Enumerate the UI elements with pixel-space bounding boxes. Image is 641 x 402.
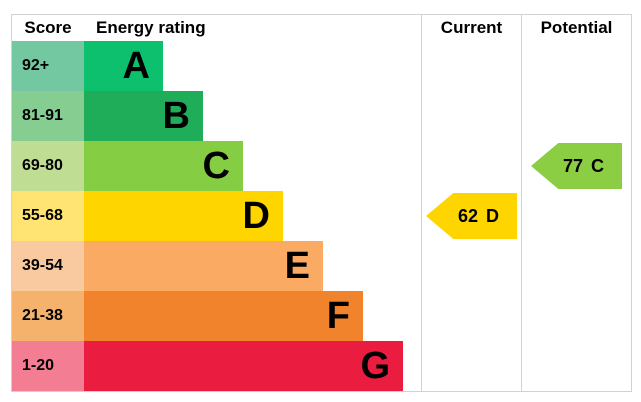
potential-cell-a: [521, 41, 631, 91]
band-bar-b: B: [84, 91, 203, 141]
potential-cell-g: [521, 341, 631, 391]
potential-band: C: [591, 155, 605, 176]
bar-area-e: E: [84, 241, 421, 291]
score-range-c: 69-80: [12, 141, 84, 191]
bar-area-b: B: [84, 91, 421, 141]
band-bar-g: G: [84, 341, 403, 391]
header-energy-rating: Energy rating: [96, 18, 206, 37]
score-range-d: 55-68: [12, 191, 84, 241]
potential-cell-b: [521, 91, 631, 141]
header-current: Current: [421, 15, 521, 41]
band-bar-d: D: [84, 191, 283, 241]
band-row-e: 39-54 E: [12, 241, 631, 291]
band-row-f: 21-38 F: [12, 291, 631, 341]
band-row-c: 69-80 C 77 C: [12, 141, 631, 191]
band-bar-f: F: [84, 291, 363, 341]
score-range-g: 1-20: [12, 341, 84, 391]
current-cell-e: [421, 241, 521, 291]
current-cell-g: [421, 341, 521, 391]
bar-area-a: A: [84, 41, 421, 91]
bar-area-f: F: [84, 291, 421, 341]
band-bar-c: C: [84, 141, 243, 191]
current-cell-d: 62 D: [421, 191, 521, 241]
current-rating-arrow: 62 D: [426, 193, 517, 239]
band-letter-g: G: [360, 345, 390, 387]
score-range-b: 81-91: [12, 91, 84, 141]
header-row: Score Energy rating Current Potential: [12, 15, 631, 41]
band-bar-a: A: [84, 41, 163, 91]
band-row-d: 55-68 D 62 D: [12, 191, 631, 241]
header-score: Score: [24, 18, 72, 37]
score-range-e: 39-54: [12, 241, 84, 291]
bar-area-c: C: [84, 141, 421, 191]
band-letter-b: B: [162, 95, 190, 137]
potential-score: 77: [562, 155, 584, 176]
current-cell-c: [421, 141, 521, 191]
bar-area-g: G: [84, 341, 421, 391]
current-score: 62: [457, 205, 479, 226]
band-letter-c: C: [202, 145, 230, 187]
epc-rating-chart: Score Energy rating Current Potential 92…: [11, 14, 632, 392]
band-row-a: 92+ A: [12, 41, 631, 91]
potential-cell-d: [521, 191, 631, 241]
band-letter-e: E: [284, 245, 310, 287]
potential-cell-e: [521, 241, 631, 291]
band-row-g: 1-20 G: [12, 341, 631, 391]
header-potential: Potential: [521, 15, 631, 41]
current-cell-b: [421, 91, 521, 141]
band-letter-a: A: [122, 45, 150, 87]
score-range-a: 92+: [12, 41, 84, 91]
potential-cell-f: [521, 291, 631, 341]
potential-rating-arrow: 77 C: [531, 143, 622, 189]
current-cell-a: [421, 41, 521, 91]
current-cell-f: [421, 291, 521, 341]
potential-cell-c: 77 C: [521, 141, 631, 191]
band-bar-e: E: [84, 241, 323, 291]
bar-area-d: D: [84, 191, 421, 241]
score-range-f: 21-38: [12, 291, 84, 341]
band-letter-d: D: [242, 195, 270, 237]
current-band: D: [486, 205, 500, 226]
band-letter-f: F: [326, 295, 350, 337]
band-row-b: 81-91 B: [12, 91, 631, 141]
